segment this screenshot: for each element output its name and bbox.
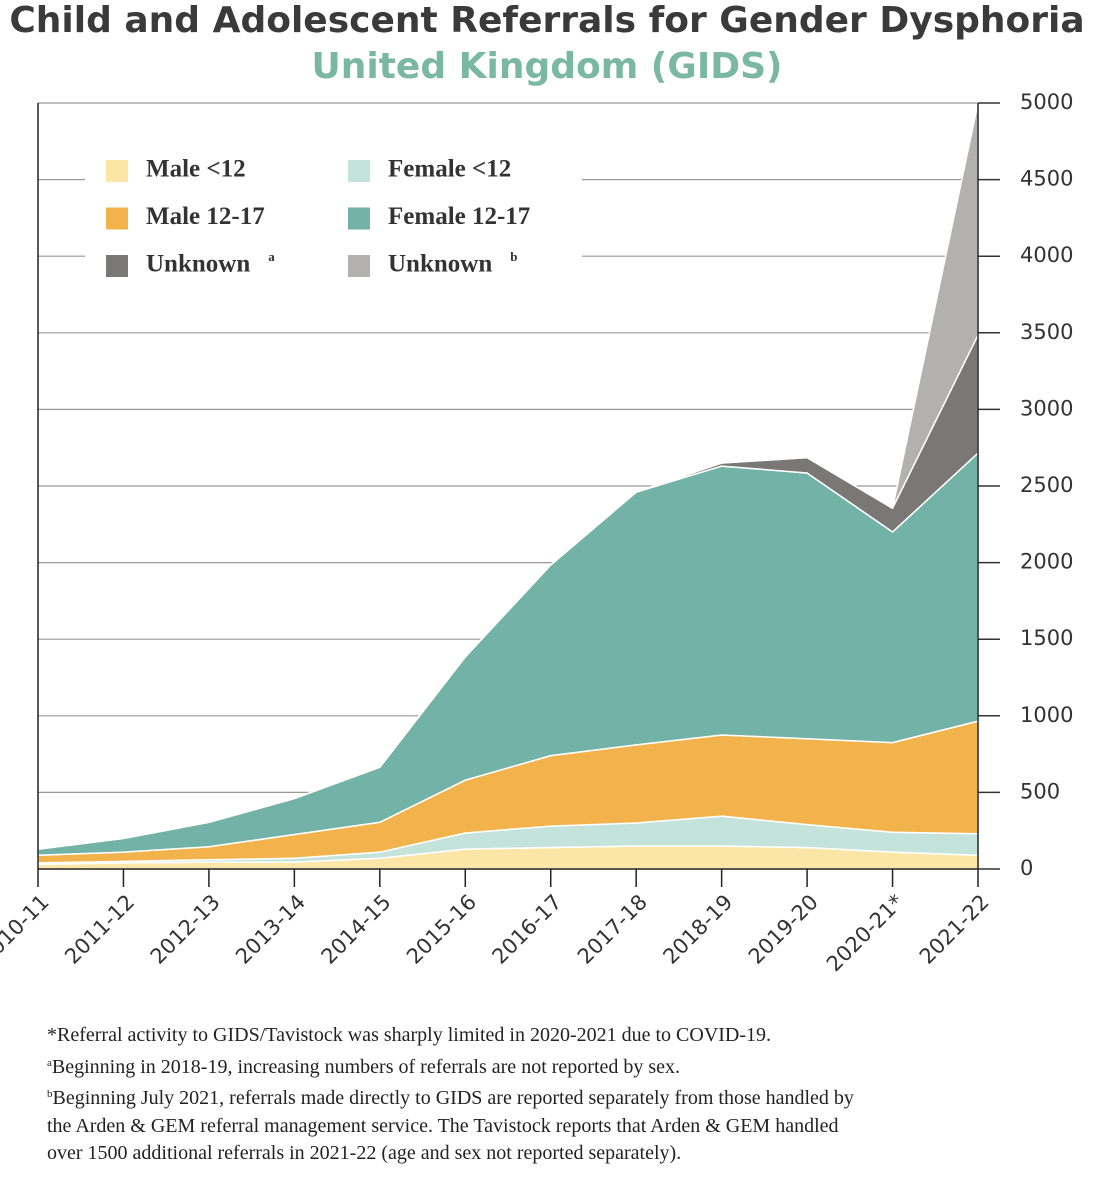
footnote: bBeginning July 2021, referrals made dir…	[47, 1081, 862, 1168]
y-tick-label: 2500	[1020, 473, 1073, 497]
legend-swatch	[348, 207, 370, 230]
y-tick-label: 0	[1020, 856, 1033, 880]
footnote: aBeginning in 2018-19, increasing number…	[47, 1050, 862, 1082]
footnote-text: Beginning in 2018-19, increasing numbers…	[51, 1055, 681, 1078]
legend-label: Male <12	[146, 156, 246, 183]
legend-label: Unknown	[146, 251, 250, 278]
y-tick-label: 3500	[1020, 320, 1073, 344]
footnote-marker: a	[47, 1056, 52, 1069]
legend-label: Unknown	[388, 251, 492, 278]
x-tick-label: 2014-15	[317, 890, 396, 969]
footnote-text: Beginning July 2021, referrals made dire…	[47, 1087, 854, 1164]
legend-label: Female <12	[388, 156, 511, 183]
legend-swatch	[106, 255, 128, 277]
footnotes: *Referral activity to GIDS/Tavistock was…	[47, 1022, 862, 1168]
legend-swatch	[106, 160, 128, 182]
x-tick-label: 2015-16	[402, 890, 481, 969]
legend-label: Male 12-17	[146, 203, 265, 230]
footnote: *Referral activity to GIDS/Tavistock was…	[47, 1022, 862, 1050]
legend-swatch	[348, 255, 370, 277]
y-tick-label: 4000	[1020, 243, 1073, 267]
y-tick-label: 1000	[1020, 703, 1073, 727]
footnote-text: *Referral activity to GIDS/Tavistock was…	[47, 1024, 772, 1046]
legend-label: Female 12-17	[388, 203, 530, 230]
footnote-marker: b	[47, 1088, 53, 1100]
x-tick-label: 2020-21*	[822, 890, 908, 976]
y-tick-label: 2000	[1020, 550, 1073, 574]
x-tick-label: 2017-18	[573, 890, 652, 969]
x-tick-label: 2018-19	[658, 890, 737, 969]
x-tick-label: 2016-17	[487, 890, 566, 969]
legend-swatch	[106, 207, 128, 230]
x-tick-label: 2019-20	[744, 890, 823, 969]
x-tick-label: 2021-22	[915, 890, 994, 969]
chart-title: Child and Adolescent Referrals for Gende…	[9, 0, 1084, 41]
chart: Child and Adolescent Referrals for Gende…	[0, 0, 1085, 976]
y-tick-label: 500	[1020, 779, 1060, 803]
legend-background	[85, 140, 582, 292]
x-tick-label: 2012-13	[146, 890, 225, 969]
chart-subtitle: United Kingdom (GIDS)	[312, 46, 783, 87]
x-tick-label: 2010-11	[0, 890, 54, 969]
legend-marker: a	[268, 249, 275, 264]
y-tick-label: 1500	[1020, 626, 1073, 650]
legend-marker: b	[510, 249, 517, 264]
y-tick-label: 4500	[1020, 167, 1073, 191]
x-tick-label: 2011-12	[60, 890, 139, 969]
x-tick-label: 2013-14	[231, 890, 310, 969]
y-tick-label: 5000	[1020, 90, 1073, 114]
y-tick-label: 3000	[1020, 396, 1073, 420]
legend-swatch	[348, 160, 370, 182]
